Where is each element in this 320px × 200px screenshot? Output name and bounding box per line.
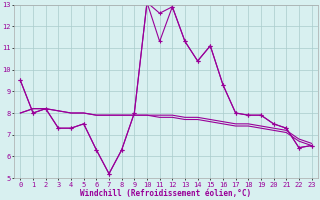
X-axis label: Windchill (Refroidissement éolien,°C): Windchill (Refroidissement éolien,°C) — [80, 189, 252, 198]
